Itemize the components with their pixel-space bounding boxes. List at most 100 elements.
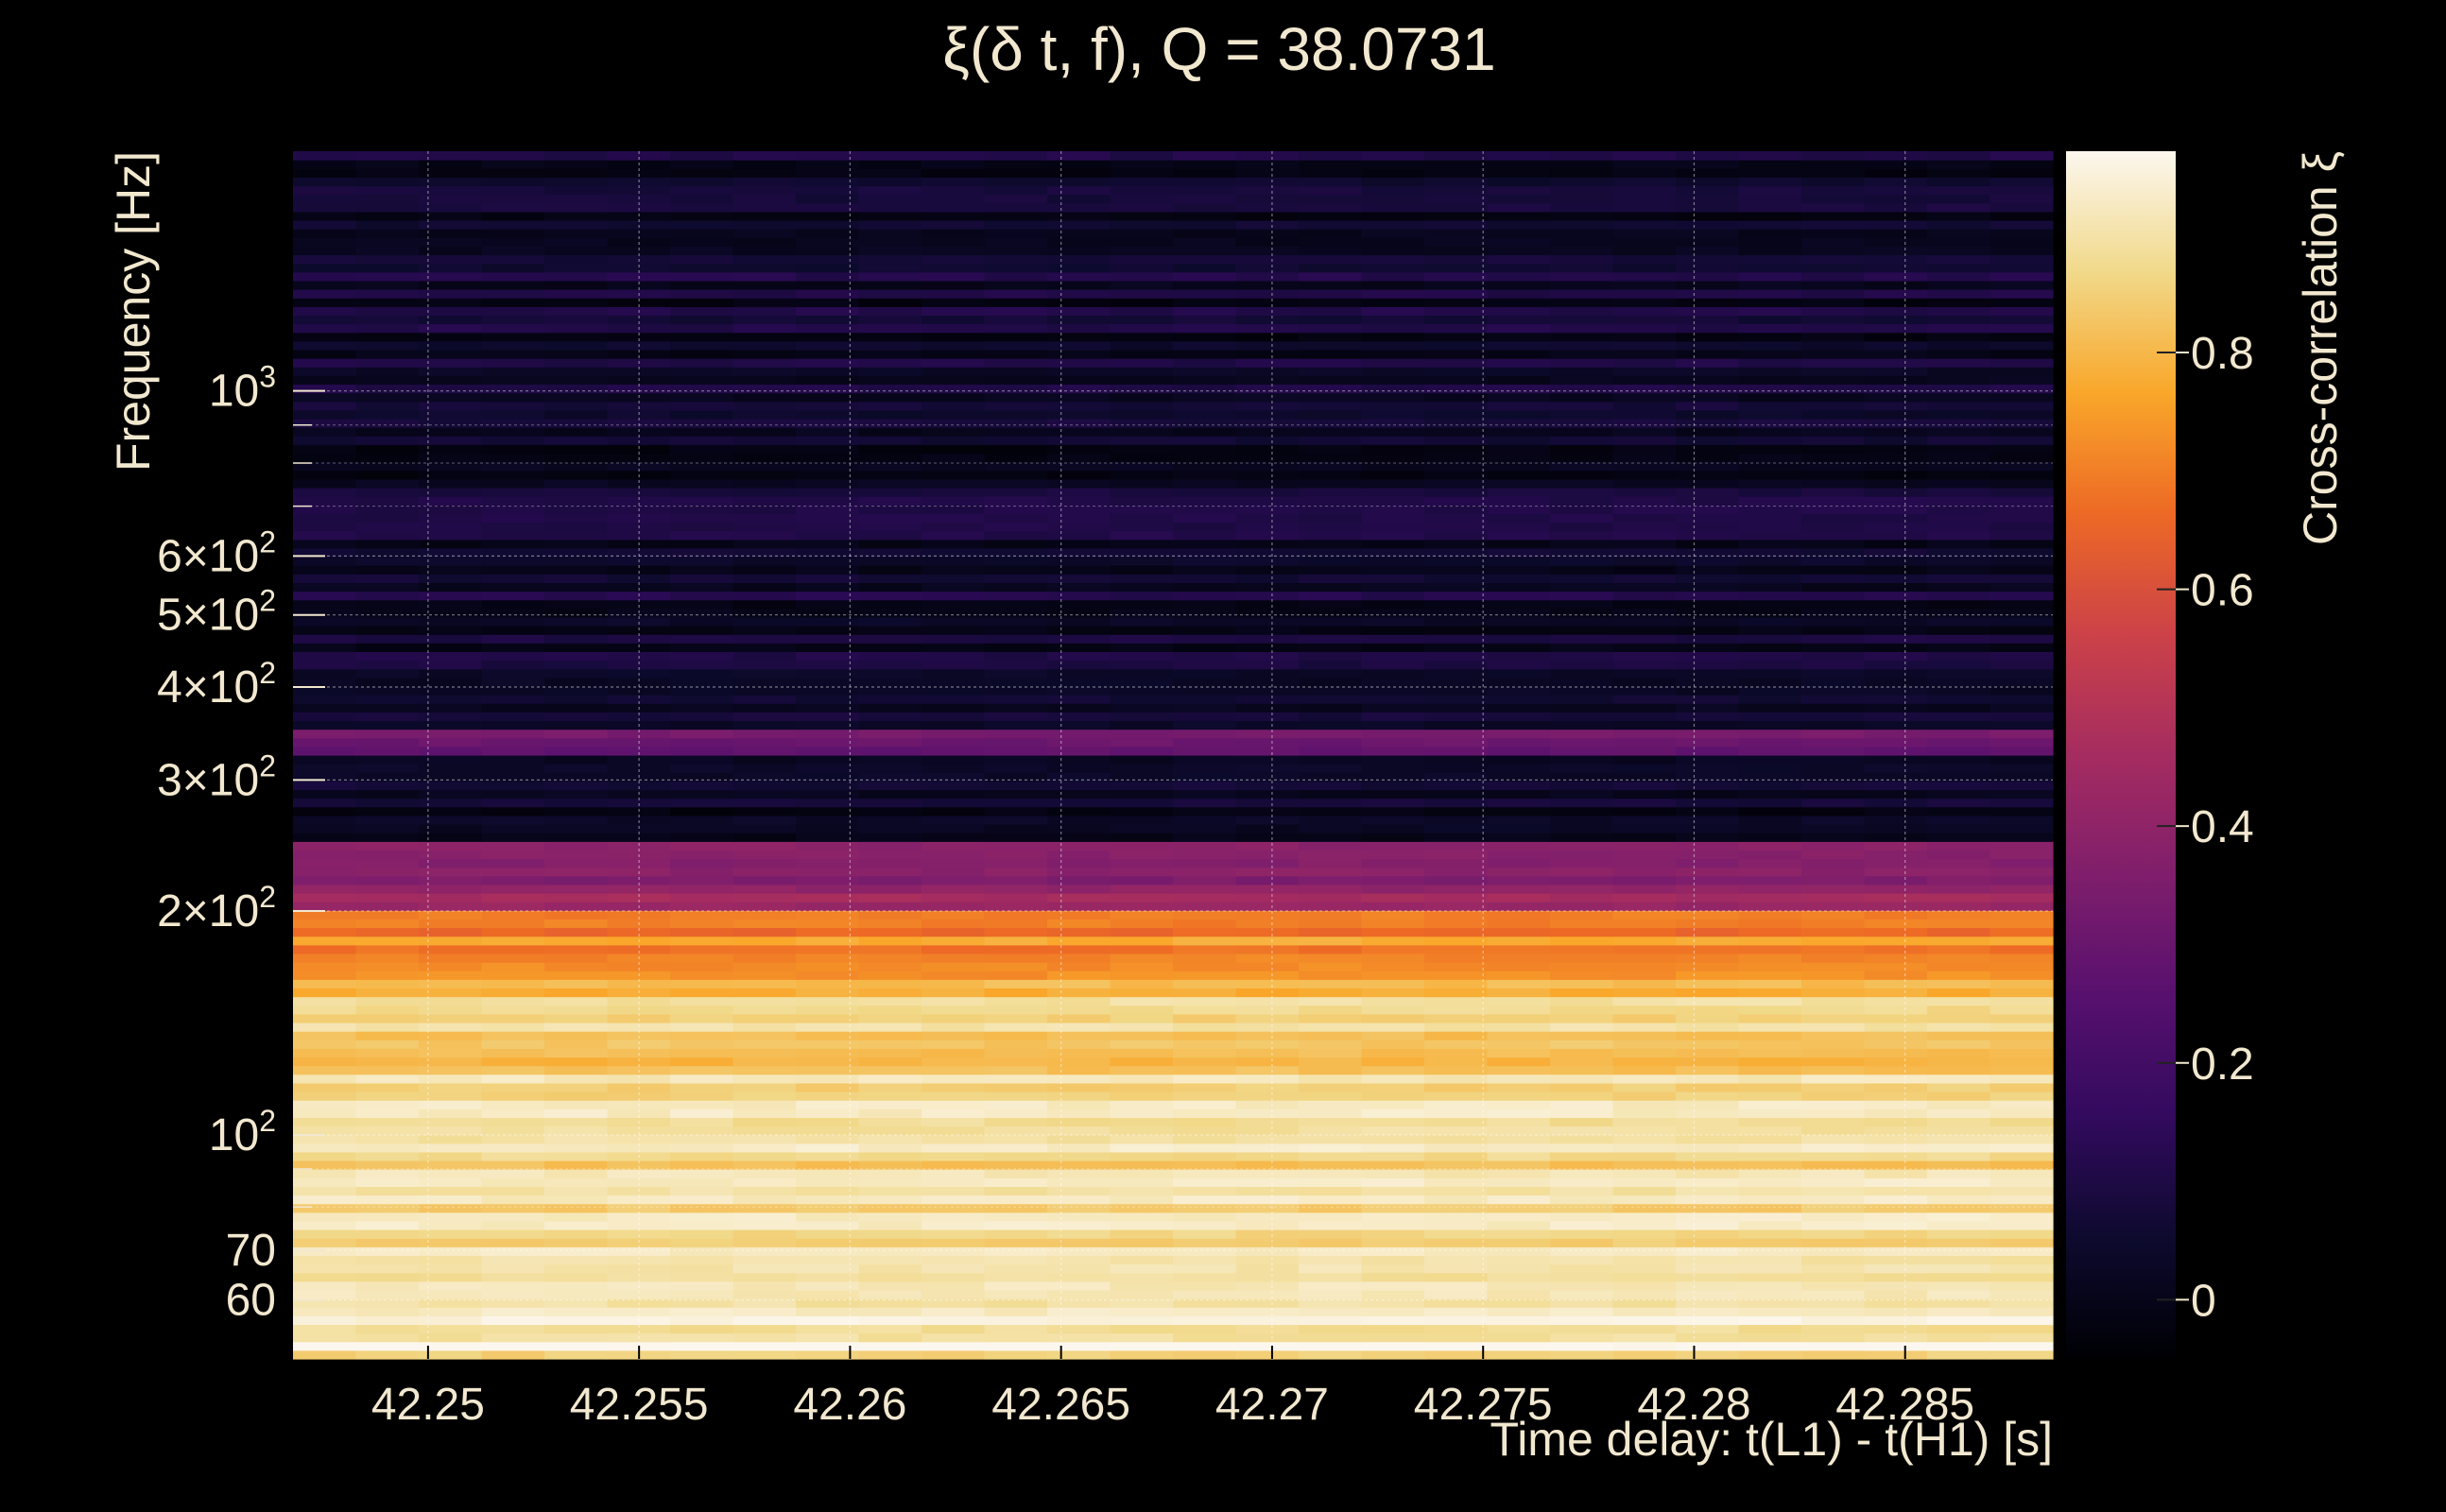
heatmap-cell bbox=[1990, 1298, 2054, 1308]
heatmap-cell bbox=[481, 660, 545, 670]
heatmap-cell bbox=[732, 1091, 797, 1101]
heatmap-cell bbox=[355, 979, 420, 988]
heatmap-cell bbox=[670, 798, 734, 808]
heatmap-cell bbox=[1487, 151, 1551, 161]
heatmap-cell bbox=[1738, 358, 1802, 368]
heatmap-cell bbox=[922, 194, 986, 204]
heatmap-cell bbox=[1361, 1057, 1425, 1067]
heatmap-cell bbox=[732, 280, 797, 290]
heatmap-cell bbox=[293, 1143, 357, 1153]
heatmap-cell bbox=[670, 332, 734, 342]
heatmap-cell bbox=[1676, 833, 1740, 842]
heatmap-cell bbox=[1612, 246, 1677, 256]
heatmap-cell bbox=[1361, 703, 1425, 713]
heatmap-cell bbox=[1110, 1211, 1174, 1222]
heatmap-cell bbox=[293, 392, 357, 403]
heatmap-cell bbox=[419, 1100, 483, 1109]
heatmap-cell bbox=[1110, 168, 1174, 178]
heatmap-cell bbox=[1487, 358, 1551, 368]
heatmap-cell bbox=[1738, 1238, 1802, 1247]
heatmap-cell bbox=[1676, 789, 1740, 799]
heatmap-cell bbox=[419, 461, 483, 472]
heatmap-cell bbox=[1173, 936, 1237, 946]
heatmap-cell bbox=[796, 237, 860, 247]
heatmap-cell bbox=[922, 772, 986, 782]
heatmap-cell bbox=[922, 729, 986, 739]
heatmap-cell bbox=[1864, 841, 1928, 850]
heatmap-cell bbox=[355, 764, 420, 773]
heatmap-cell bbox=[1047, 979, 1111, 988]
heatmap-cell bbox=[293, 547, 357, 558]
heatmap-cell bbox=[1612, 608, 1677, 618]
heatmap-cell bbox=[1173, 401, 1237, 411]
heatmap-cell bbox=[1864, 893, 1928, 902]
heatmap-cell bbox=[984, 712, 1048, 722]
heatmap-cell bbox=[1487, 168, 1551, 178]
heatmap-cell bbox=[1612, 1229, 1677, 1239]
heatmap-cell bbox=[1487, 375, 1551, 385]
heatmap-cell bbox=[481, 1091, 545, 1101]
heatmap-cell bbox=[1047, 332, 1111, 342]
heatmap-cell bbox=[293, 695, 357, 704]
heatmap-cell bbox=[607, 358, 671, 368]
heatmap-cell bbox=[1738, 1186, 1802, 1196]
heatmap-cell bbox=[1361, 271, 1425, 282]
heatmap-cell bbox=[1927, 1074, 1991, 1084]
heatmap-cell bbox=[1173, 505, 1237, 514]
heatmap-cell bbox=[984, 409, 1048, 420]
heatmap-cell bbox=[607, 764, 671, 773]
heatmap-cell bbox=[1047, 263, 1111, 273]
heatmap-cell bbox=[1927, 651, 1991, 662]
heatmap-cell bbox=[419, 720, 483, 730]
heatmap-cell bbox=[1676, 815, 1740, 825]
heatmap-cell bbox=[355, 1229, 420, 1239]
heatmap-cell bbox=[670, 1143, 734, 1153]
heatmap-cell bbox=[1173, 557, 1237, 566]
heatmap-cell bbox=[1550, 858, 1614, 868]
heatmap-cell bbox=[1612, 686, 1677, 696]
heatmap-cell bbox=[607, 1203, 671, 1213]
heatmap-cell bbox=[544, 1341, 609, 1351]
heatmap-cell bbox=[544, 962, 609, 971]
heatmap-cell bbox=[1738, 470, 1802, 480]
heatmap-cell bbox=[1487, 246, 1551, 256]
heatmap-cell bbox=[355, 626, 420, 635]
heatmap-cell bbox=[544, 271, 609, 282]
heatmap-cell bbox=[1235, 1151, 1300, 1161]
heatmap-cell bbox=[419, 789, 483, 799]
heatmap-cell bbox=[922, 902, 986, 911]
heatmap-cell bbox=[732, 936, 797, 946]
heatmap-cell bbox=[1801, 764, 1866, 773]
heatmap-cell bbox=[1299, 651, 1363, 662]
heatmap-cell bbox=[1738, 643, 1802, 652]
heatmap-cell bbox=[1990, 772, 2054, 782]
heatmap-cell bbox=[1927, 401, 1991, 411]
heatmap-cell bbox=[1047, 806, 1111, 816]
heatmap-cell bbox=[922, 1013, 986, 1023]
heatmap-cell bbox=[1487, 1125, 1551, 1136]
heatmap-cell bbox=[1927, 453, 1991, 463]
heatmap-cell bbox=[293, 1134, 357, 1144]
heatmap-cell bbox=[293, 1082, 357, 1092]
heatmap-cell bbox=[796, 806, 860, 816]
heatmap-cell bbox=[1738, 401, 1802, 411]
heatmap-cell bbox=[355, 651, 420, 662]
heatmap-cell bbox=[1612, 712, 1677, 722]
heatmap-cell bbox=[1550, 530, 1614, 541]
heatmap-cell bbox=[1738, 971, 1802, 980]
heatmap-cell bbox=[1361, 1229, 1425, 1239]
heatmap-cell bbox=[293, 1169, 357, 1178]
heatmap-cell bbox=[1676, 841, 1740, 850]
heatmap-cell bbox=[293, 151, 357, 161]
heatmap-cell bbox=[1173, 1108, 1237, 1118]
heatmap-cell bbox=[1299, 755, 1363, 765]
heatmap-cell bbox=[1801, 1065, 1866, 1075]
heatmap-cell bbox=[1864, 1298, 1928, 1308]
heatmap-cell bbox=[481, 936, 545, 946]
heatmap-cell bbox=[670, 1349, 734, 1360]
heatmap-cell bbox=[355, 1040, 420, 1049]
heatmap-cell bbox=[544, 1022, 609, 1032]
heatmap-cell bbox=[732, 271, 797, 282]
heatmap-cell bbox=[1927, 1040, 1991, 1049]
heatmap-cell bbox=[544, 220, 609, 230]
